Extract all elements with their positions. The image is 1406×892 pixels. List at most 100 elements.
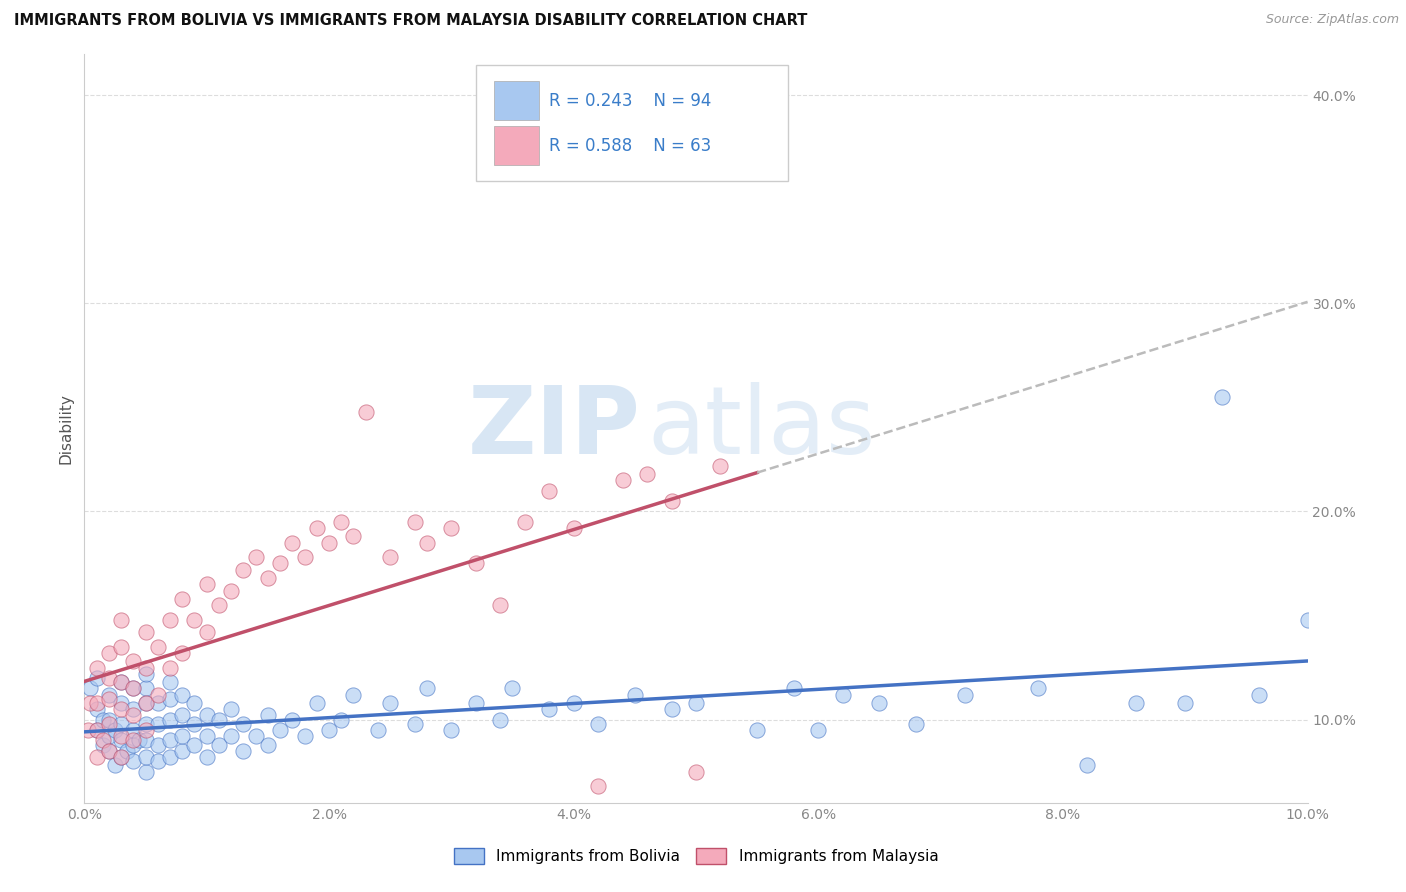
Point	[159, 750, 181, 764]
Point	[122, 702, 145, 716]
Point	[269, 723, 291, 737]
Point	[489, 598, 512, 612]
Point	[86, 750, 108, 764]
Point	[869, 696, 891, 710]
Text: IMMIGRANTS FROM BOLIVIA VS IMMIGRANTS FROM MALAYSIA DISABILITY CORRELATION CHART: IMMIGRANTS FROM BOLIVIA VS IMMIGRANTS FR…	[14, 13, 807, 29]
Point	[562, 696, 585, 710]
Point	[172, 646, 194, 660]
Point	[404, 716, 426, 731]
Point	[1125, 696, 1147, 710]
Point	[195, 625, 218, 640]
Legend: Immigrants from Bolivia, Immigrants from Malaysia: Immigrants from Bolivia, Immigrants from…	[447, 842, 945, 870]
Point	[195, 750, 218, 764]
Point	[122, 681, 145, 696]
Point	[269, 557, 291, 571]
Point	[86, 723, 108, 737]
Point	[257, 708, 280, 723]
Point	[953, 688, 976, 702]
Point	[440, 723, 463, 737]
Point	[404, 515, 426, 529]
Point	[135, 666, 157, 681]
Point	[183, 696, 205, 710]
Point	[110, 613, 132, 627]
Point	[110, 750, 132, 764]
Point	[97, 688, 120, 702]
Point	[195, 708, 218, 723]
Point	[562, 521, 585, 535]
FancyBboxPatch shape	[494, 81, 540, 120]
Text: R = 0.588    N = 63: R = 0.588 N = 63	[550, 136, 711, 154]
Point	[135, 723, 157, 737]
Point	[183, 716, 205, 731]
Point	[172, 688, 194, 702]
Point	[330, 713, 353, 727]
Point	[245, 729, 267, 743]
Point	[257, 571, 280, 585]
Point	[172, 744, 194, 758]
Point	[135, 696, 157, 710]
Point	[172, 708, 194, 723]
Point	[97, 713, 120, 727]
Point	[219, 702, 242, 716]
Point	[159, 713, 181, 727]
Point	[661, 702, 683, 716]
Point	[159, 691, 181, 706]
Point	[135, 681, 157, 696]
Point	[661, 494, 683, 508]
Point	[110, 696, 132, 710]
Point	[624, 688, 647, 702]
Point	[77, 723, 100, 737]
Point	[146, 640, 169, 654]
Point	[685, 696, 707, 710]
Point	[97, 671, 120, 685]
Point	[122, 708, 145, 723]
Point	[135, 764, 157, 779]
Point	[86, 702, 108, 716]
Point	[135, 750, 157, 764]
Point	[159, 675, 181, 690]
Point	[97, 729, 120, 743]
Point	[208, 738, 231, 752]
Point	[416, 681, 439, 696]
Point	[172, 729, 194, 743]
Y-axis label: Disability: Disability	[58, 392, 73, 464]
Point	[208, 598, 231, 612]
Point	[79, 681, 101, 696]
Text: R = 0.243    N = 94: R = 0.243 N = 94	[550, 92, 711, 110]
Point	[97, 744, 120, 758]
Point	[122, 738, 145, 752]
Text: Source: ZipAtlas.com: Source: ZipAtlas.com	[1265, 13, 1399, 27]
Point	[110, 675, 132, 690]
Point	[122, 654, 145, 668]
Point	[159, 613, 181, 627]
Point	[342, 688, 364, 702]
Point	[1296, 613, 1319, 627]
Point	[747, 723, 769, 737]
Point	[91, 713, 114, 727]
Point	[489, 713, 512, 727]
Point	[232, 563, 254, 577]
Point	[86, 723, 108, 737]
Point	[464, 557, 486, 571]
Point	[380, 550, 402, 565]
Point	[91, 733, 114, 747]
Point	[110, 716, 132, 731]
Point	[281, 713, 304, 727]
Point	[305, 521, 328, 535]
Point	[122, 723, 145, 737]
Point	[104, 758, 127, 772]
Point	[1076, 758, 1098, 772]
Point	[685, 764, 707, 779]
Point	[183, 613, 205, 627]
Point	[97, 744, 120, 758]
Point	[612, 473, 634, 487]
Point	[172, 591, 194, 606]
Point	[219, 583, 242, 598]
Point	[538, 483, 561, 498]
Point	[783, 681, 806, 696]
Point	[294, 550, 316, 565]
Point	[97, 691, 120, 706]
Point	[257, 738, 280, 752]
Point	[294, 729, 316, 743]
Point	[104, 723, 127, 737]
